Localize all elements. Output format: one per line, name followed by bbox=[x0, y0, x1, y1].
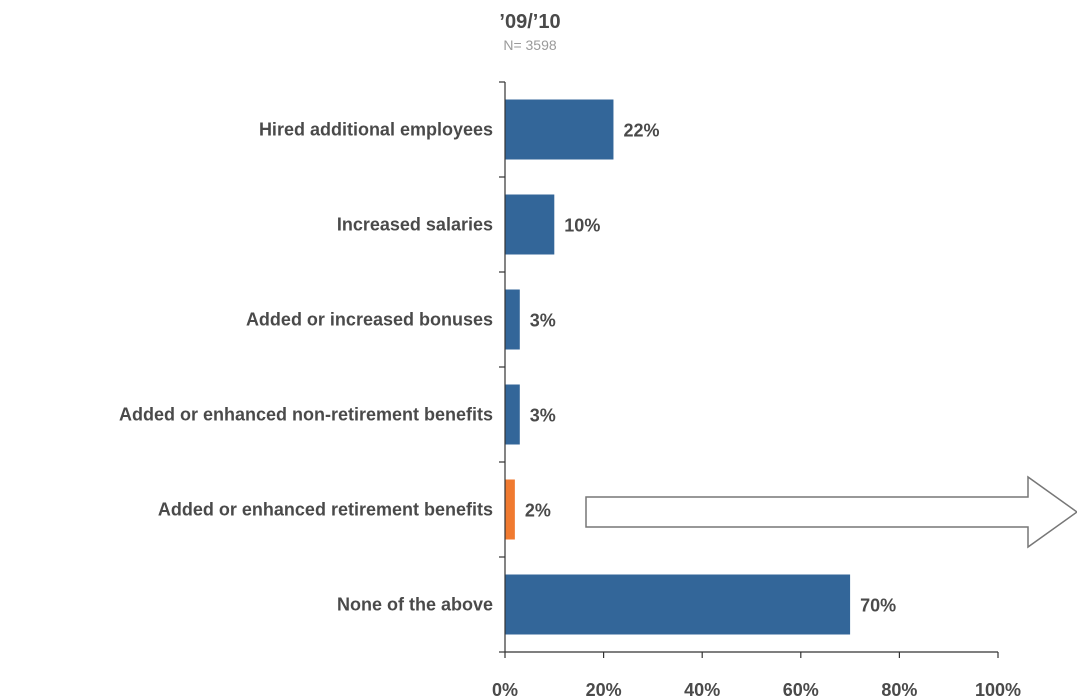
bar bbox=[505, 194, 555, 255]
bars-layer: Hired additional employees 22% Increased s… bbox=[119, 99, 896, 635]
data-label: 3% bbox=[530, 311, 556, 331]
bar bbox=[505, 289, 520, 350]
data-label: 2% bbox=[525, 501, 551, 521]
bar bbox=[505, 384, 520, 445]
category-label: None of the above bbox=[337, 595, 493, 615]
x-tick-label: 0% bbox=[492, 680, 518, 700]
category-label: Hired additional employees bbox=[259, 120, 493, 140]
chart-title: ’09/’10 bbox=[499, 11, 560, 33]
chart-subtitle: N= 3598 bbox=[503, 37, 557, 53]
bar bbox=[505, 574, 851, 635]
data-label: 3% bbox=[530, 406, 556, 426]
data-label: 10% bbox=[564, 216, 600, 236]
category-label: Added or enhanced non-retirement benefit… bbox=[119, 405, 493, 425]
axes: 0% 20% 40% 60% 80% 100% bbox=[492, 81, 1021, 700]
data-label: 22% bbox=[623, 121, 659, 141]
callout-arrow bbox=[585, 475, 1077, 549]
x-tick-label: 80% bbox=[881, 680, 917, 700]
data-label: 70% bbox=[860, 596, 896, 616]
x-tick-label: 60% bbox=[783, 680, 819, 700]
x-tick-label: 100% bbox=[975, 680, 1021, 700]
category-label: Increased salaries bbox=[337, 215, 493, 235]
x-tick-label: 20% bbox=[586, 680, 622, 700]
bar bbox=[505, 99, 614, 160]
x-tick-label: 40% bbox=[684, 680, 720, 700]
category-label: Added or enhanced retirement benefits bbox=[158, 500, 493, 520]
category-label: Added or increased bonuses bbox=[246, 310, 493, 330]
bar bbox=[505, 479, 515, 540]
